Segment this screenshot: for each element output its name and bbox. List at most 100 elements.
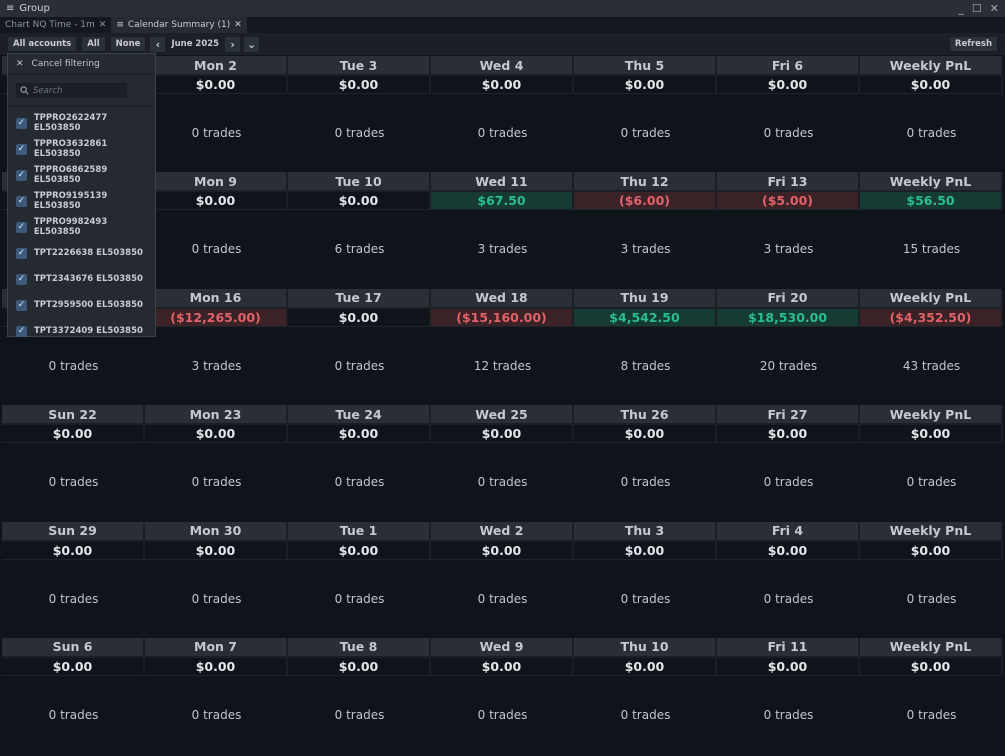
day-trades: 0 trades <box>620 707 671 722</box>
day-header: Tue 1 <box>288 521 431 540</box>
day-header: Weekly PnL <box>860 288 1003 307</box>
day-header: Thu 12 <box>574 172 717 191</box>
day-pnl: $18,530.00 <box>717 306 860 327</box>
all-accounts-button[interactable]: All accounts <box>7 36 78 52</box>
select-all-button[interactable]: All <box>81 36 106 52</box>
select-none-button[interactable]: None <box>109 36 147 52</box>
day-pnl: $67.50 <box>431 190 574 211</box>
day-trades: 0 trades <box>334 475 385 490</box>
day-header: Mon 7 <box>145 637 288 656</box>
checkbox-checked-icon[interactable]: ✓ <box>16 325 27 337</box>
pnl-row: $0.00$0.00$0.00$0.00$0.00$0.00$0.00 <box>2 539 1003 560</box>
day-trades: 3 trades <box>620 242 671 257</box>
month-dropdown-button[interactable]: ⌄ <box>244 36 260 52</box>
day-trades: 0 trades <box>191 591 242 606</box>
window-titlebar: ≡ Group _ ☐ ✕ <box>0 0 1005 17</box>
day-pnl: $0.00 <box>431 655 574 676</box>
day-pnl: $0.00 <box>288 74 431 94</box>
day-header: Tue 17 <box>288 288 431 307</box>
day-pnl: $0.00 <box>574 74 717 94</box>
close-window-button[interactable]: ✕ <box>989 2 999 15</box>
account-filter-item[interactable]: ✓ TPT2959500 EL503850 <box>8 292 155 318</box>
day-trades: 15 trades <box>902 242 961 257</box>
cancel-filtering-button[interactable]: ✕ Cancel filtering <box>8 54 155 75</box>
day-pnl: $56.50 <box>860 190 1003 211</box>
day-trades: 8 trades <box>620 358 671 373</box>
checkbox-checked-icon[interactable]: ✓ <box>16 169 27 181</box>
day-pnl: $0.00 <box>431 539 574 560</box>
day-header: Tue 8 <box>288 637 431 656</box>
day-pnl: $0.00 <box>2 655 145 676</box>
day-pnl: $0.00 <box>288 306 431 327</box>
refresh-button[interactable]: Refresh <box>948 36 998 52</box>
tab-calendar-summary[interactable]: ≡ Calendar Summary (1) ✕ <box>111 17 247 33</box>
trd-row: 0 trades 0 trades 0 trades 0 trades 0 trades… <box>2 560 1003 638</box>
day-header: Mon 16 <box>145 288 288 307</box>
checkbox-checked-icon[interactable]: ✓ <box>16 299 27 311</box>
day-header: Weekly PnL <box>860 521 1003 540</box>
checkbox-checked-icon[interactable]: ✓ <box>16 117 27 129</box>
checkbox-checked-icon[interactable]: ✓ <box>16 247 27 259</box>
prev-month-button[interactable]: ‹ <box>150 36 166 52</box>
day-trades: 0 trades <box>48 591 99 606</box>
day-trades: 43 trades <box>902 358 961 373</box>
maximize-button[interactable]: ☐ <box>971 2 982 15</box>
close-icon[interactable]: ✕ <box>98 20 107 30</box>
checkbox-checked-icon[interactable]: ✓ <box>16 143 27 155</box>
day-header: Sun 22 <box>2 405 145 424</box>
checkbox-checked-icon[interactable]: ✓ <box>16 221 27 233</box>
day-pnl: $0.00 <box>574 539 717 560</box>
tab-chart[interactable]: Chart NQ Time - 1m ✕ <box>0 17 111 33</box>
day-header: Thu 3 <box>574 521 717 540</box>
checkbox-checked-icon[interactable]: ✓ <box>16 195 27 207</box>
close-icon[interactable]: ✕ <box>234 20 242 30</box>
account-label: TPT2343676 EL503850 <box>34 274 143 284</box>
account-filter-item[interactable]: ✓ TPPRO6862589 EL503850 <box>8 162 155 188</box>
window-title: Group <box>19 3 50 14</box>
account-filter-item[interactable]: ✓ TPT2343676 EL503850 <box>8 266 155 292</box>
minimize-button[interactable]: _ <box>958 2 964 15</box>
account-label: TPPRO3632861 EL503850 <box>33 139 108 159</box>
day-header: Fri 27 <box>717 405 860 424</box>
day-pnl: $0.00 <box>431 74 574 94</box>
calendar-week: Sun 6 Mon 7 Tue 8 Wed 9 Thu 10 Fri 11 Weekly P… <box>2 637 1003 754</box>
day-header: Thu 5 <box>574 56 717 74</box>
day-trades: 0 trades <box>48 475 99 490</box>
day-pnl: $0.00 <box>431 423 574 444</box>
next-month-button[interactable]: › <box>225 36 241 52</box>
day-trades: 0 trades <box>620 475 671 490</box>
account-filter-item[interactable]: ✓ TPPRO9195139 EL503850 <box>8 188 155 214</box>
account-label: TPPRO6862589 EL503850 <box>33 165 108 185</box>
day-header: Wed 18 <box>431 288 574 307</box>
menu-icon[interactable]: ≡ <box>6 3 15 14</box>
account-label: TPPRO9195139 EL503850 <box>33 191 108 211</box>
pnl-row: $0.00$0.00$0.00$0.00$0.00$0.00$0.00 <box>2 655 1003 676</box>
account-filter-item[interactable]: ✓ TPPRO3632861 EL503850 <box>8 136 155 162</box>
search-input[interactable]: Search <box>16 83 127 98</box>
day-header: Wed 4 <box>431 56 574 74</box>
day-trades: 0 trades <box>477 591 528 606</box>
day-pnl: $0.00 <box>860 423 1003 444</box>
day-trades: 0 trades <box>334 591 385 606</box>
account-label: TPPRO9982493 EL503850 <box>33 217 108 237</box>
search-placeholder: Search <box>33 85 63 96</box>
day-trades: 20 trades <box>759 358 818 373</box>
hdr-row: Sun 6 Mon 7 Tue 8 Wed 9 Thu 10 Fri 11 Weekly P… <box>2 637 1003 656</box>
day-pnl: $0.00 <box>288 190 431 211</box>
account-filter-item[interactable]: ✓ TPPRO2622477 EL503850 <box>8 110 155 136</box>
checkbox-checked-icon[interactable]: ✓ <box>16 273 27 285</box>
day-pnl: $0.00 <box>288 423 431 444</box>
account-label: TPT2959500 EL503850 <box>34 300 143 310</box>
day-header: Sun 6 <box>2 637 145 656</box>
account-filter-item[interactable]: ✓ TPT2226638 EL503850 <box>8 240 155 266</box>
day-trades: 0 trades <box>334 707 385 722</box>
day-header: Tue 10 <box>288 172 431 191</box>
account-filter-item[interactable]: ✓ TPT3372409 EL503850 <box>8 318 155 344</box>
day-pnl: $0.00 <box>145 190 288 211</box>
day-header: Mon 23 <box>145 405 288 424</box>
day-pnl: $0.00 <box>145 74 288 94</box>
account-filter-item[interactable]: ✓ TPPRO9982493 EL503850 <box>8 214 155 240</box>
day-trades: 0 trades <box>763 475 814 490</box>
